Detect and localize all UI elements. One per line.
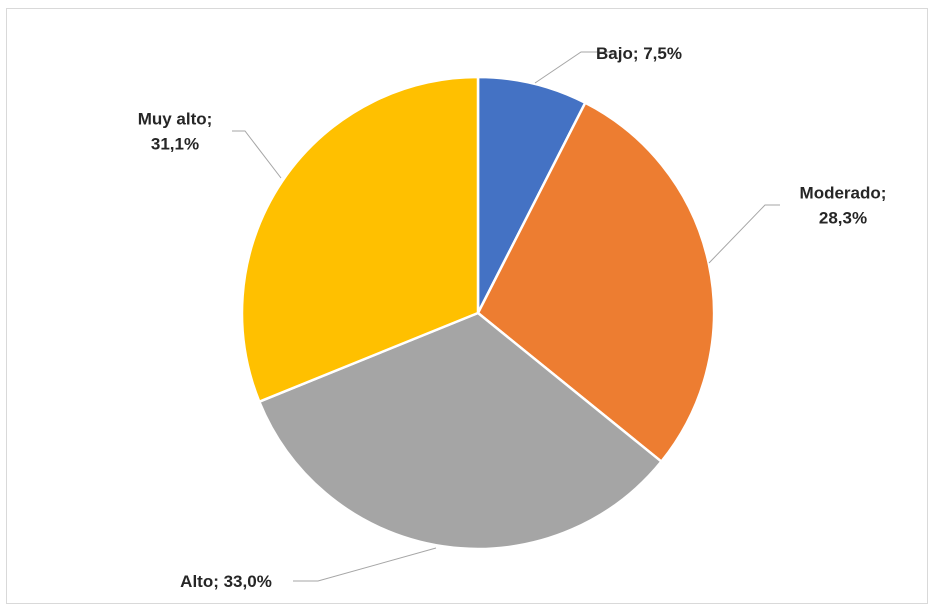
pie-slice-muy-alto	[240, 75, 480, 403]
leader-line-bajo	[534, 51, 616, 84]
pie-slice-alto	[258, 311, 663, 551]
leader-line-moderado	[708, 204, 780, 264]
leader-line-alto	[293, 547, 437, 582]
pie-slice-moderado	[476, 101, 716, 463]
pie-slices	[240, 75, 716, 551]
data-label-moderado: Moderado; 28,3%	[800, 184, 887, 228]
data-label-alto: Alto; 33,0%	[180, 572, 272, 591]
pie-slice-bajo	[476, 75, 587, 315]
leader-lines	[232, 51, 780, 582]
data-label-muy-alto: Muy alto; 31,1%	[138, 110, 213, 154]
data-label-bajo: Bajo; 7,5%	[596, 44, 682, 63]
data-labels: Bajo; 7,5% Moderado; 28,3% Alto; 33,0% Muy a…	[138, 44, 887, 591]
leader-line-muy-alto	[232, 130, 282, 179]
